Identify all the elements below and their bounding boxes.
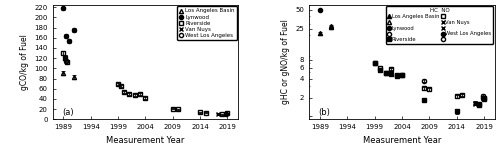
Y-axis label: gCO/kg of Fuel: gCO/kg of Fuel <box>20 34 28 90</box>
X-axis label: Measurement Year: Measurement Year <box>106 136 184 145</box>
Text: (a): (a) <box>62 108 74 117</box>
Legend: Los Angeles Basin, Lynwood, Riverside, Van Nuys, West Los Angeles: Los Angeles Basin, Lynwood, Riverside, V… <box>178 6 237 40</box>
Text: (b): (b) <box>318 108 330 117</box>
X-axis label: Measurement Year: Measurement Year <box>363 136 441 145</box>
Y-axis label: gHC or gNO/kg of Fuel: gHC or gNO/kg of Fuel <box>281 20 290 104</box>
Legend: Los Angeles Basin,  , Lynwood,  , Riverside,  , Van Nuys,  , West Los Angeles,  : Los Angeles Basin, , Lynwood, , Riversid… <box>386 6 494 44</box>
